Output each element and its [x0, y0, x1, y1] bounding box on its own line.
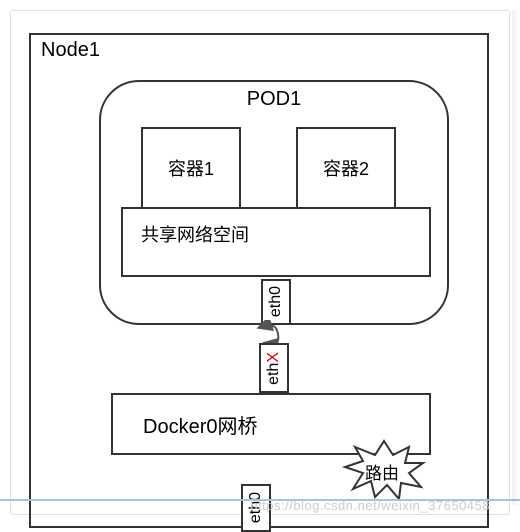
pod-title: POD1 — [247, 88, 301, 111]
container2-box: 容器2 — [296, 127, 396, 207]
pod-eth0-box: eth0 — [261, 279, 291, 325]
ethx-label: ethX — [265, 352, 283, 385]
watermark-text: https://blog.csdn.net/weixin_37650458 — [250, 498, 490, 513]
shared-network-label: 共享网络空间 — [141, 225, 249, 245]
diagram-canvas: Node1 POD1 容器1 容器2 共享网络空间 eth0 — [10, 10, 510, 515]
ethx-box: ethX — [259, 343, 289, 393]
pod-eth0-label: eth0 — [267, 286, 285, 317]
pod-box: POD1 容器1 容器2 共享网络空间 eth0 — [99, 80, 449, 325]
node-title: Node1 — [41, 39, 100, 62]
container1-label: 容器1 — [168, 155, 214, 181]
node-box: Node1 POD1 容器1 容器2 共享网络空间 eth0 — [29, 33, 489, 528]
route-label: 路由 — [365, 459, 399, 484]
right-shadow — [512, 10, 520, 505]
container1-box: 容器1 — [141, 127, 241, 207]
shared-network-box: 共享网络空间 — [121, 207, 431, 277]
container2-label: 容器2 — [323, 155, 369, 181]
docker-bridge-label: Docker0网桥 — [143, 410, 257, 439]
